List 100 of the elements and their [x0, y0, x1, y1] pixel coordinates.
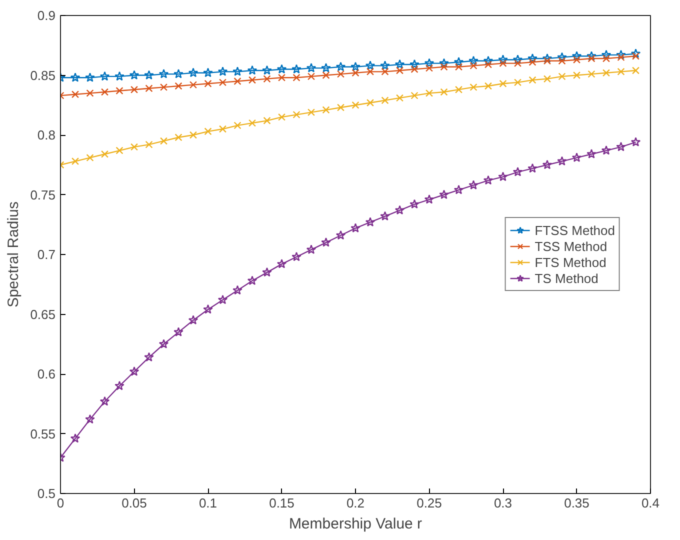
point: [616, 50, 626, 60]
point: [263, 116, 271, 124]
point: [484, 82, 492, 90]
point: [380, 60, 390, 70]
point: [394, 59, 405, 69]
point: [278, 113, 286, 121]
point: [100, 71, 110, 81]
point: [425, 64, 434, 72]
point: [572, 51, 582, 60]
point: [410, 199, 420, 209]
point: [396, 94, 404, 102]
x-tick-label: 0.2: [346, 496, 365, 510]
point: [204, 128, 212, 136]
point: [70, 72, 80, 82]
point: [276, 64, 287, 74]
y-tick-label: 0.75: [30, 187, 56, 202]
point: [336, 70, 345, 78]
x-tick-label: 0: [56, 496, 64, 510]
x-tick-label: 0.4: [641, 496, 660, 510]
point: [203, 68, 213, 78]
point: [100, 150, 109, 158]
y-tick-label: 0.5: [37, 486, 56, 501]
point: [321, 237, 331, 247]
point: [129, 70, 140, 80]
point: [381, 96, 389, 104]
point: [145, 140, 153, 148]
point: [71, 90, 80, 98]
point: [558, 72, 566, 80]
point: [322, 71, 330, 80]
point: [352, 101, 360, 109]
point: [247, 65, 258, 75]
point: [542, 53, 552, 63]
point: [350, 223, 360, 232]
point: [528, 58, 536, 66]
point: [321, 62, 331, 72]
point: [483, 56, 494, 66]
x-tick-label: 0.25: [416, 496, 442, 510]
point: [468, 180, 478, 190]
point: [234, 122, 242, 130]
point: [336, 104, 345, 112]
point: [365, 217, 376, 226]
point: [602, 69, 610, 77]
point: [350, 62, 360, 72]
x-tick-label: 0.15: [269, 496, 294, 510]
point: [484, 60, 492, 68]
point: [617, 54, 625, 62]
point: [394, 205, 405, 215]
point: [454, 63, 463, 71]
point: [86, 154, 94, 162]
point: [218, 294, 228, 304]
y-tick-label: 0.9: [37, 8, 56, 23]
point: [247, 276, 258, 286]
point: [498, 54, 508, 64]
point: [248, 76, 256, 84]
point: [307, 72, 316, 80]
point: [158, 339, 169, 348]
point: [601, 145, 612, 155]
point: [336, 62, 346, 72]
point: [188, 68, 198, 78]
point: [512, 54, 523, 64]
x-tick-label: 0.05: [122, 496, 147, 510]
y-tick-label: 0.7: [37, 247, 56, 262]
point: [276, 258, 287, 268]
point: [424, 58, 434, 68]
point: [188, 315, 198, 324]
point: [85, 414, 95, 424]
point: [100, 396, 110, 406]
legend-label: TSS Method: [534, 238, 608, 254]
point: [572, 152, 582, 162]
point: [439, 58, 449, 68]
point: [204, 80, 212, 88]
y-tick-label: 0.85: [30, 68, 56, 83]
point: [174, 327, 184, 336]
point: [470, 62, 478, 70]
point: [616, 142, 626, 152]
point: [174, 68, 184, 78]
point: [322, 106, 330, 114]
point: [586, 149, 596, 158]
point: [514, 60, 522, 68]
point: [174, 134, 182, 142]
x-tick-label: 0.1: [198, 496, 218, 510]
point: [439, 190, 449, 199]
point: [160, 83, 168, 91]
point: [218, 125, 227, 133]
point: [262, 65, 272, 75]
point: [602, 54, 610, 62]
point: [70, 433, 80, 443]
point: [292, 74, 300, 82]
point: [352, 69, 360, 77]
legend-label: FTS Method: [534, 254, 606, 270]
point: [144, 352, 154, 362]
point: [232, 66, 242, 76]
point: [542, 160, 552, 170]
point: [424, 194, 434, 204]
x-tick-label: 0.35: [564, 496, 590, 510]
point: [232, 285, 242, 295]
point: [499, 60, 507, 68]
point: [470, 83, 478, 91]
y-axis-title: Spectral Radius: [5, 202, 22, 308]
point: [174, 82, 182, 90]
